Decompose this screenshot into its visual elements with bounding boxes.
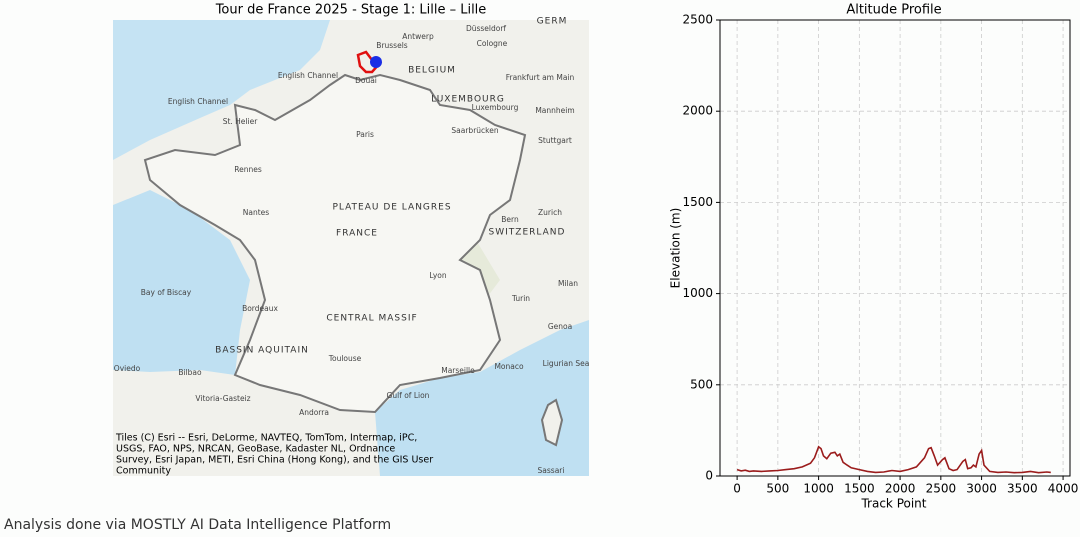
map-label: Zurich (538, 208, 562, 217)
map-label: FRANCE (336, 229, 378, 239)
map-label: Monaco (494, 362, 524, 371)
map-label: Marseille (441, 366, 475, 375)
map-label: Düsseldorf (466, 24, 506, 33)
x-tick-label: 0 (733, 482, 741, 496)
map-title: Tour de France 2025 - Stage 1: Lille – L… (215, 3, 487, 18)
map-label: BELGIUM (408, 66, 456, 76)
x-tick-label: 1000 (803, 482, 834, 496)
elevation-line (736, 445, 1051, 474)
map-label: Gulf of Lion (387, 391, 430, 400)
map-label: CENTRAL MASSIF (326, 314, 417, 324)
map-label: Frankfurt am Main (506, 73, 575, 82)
map-attribution: Community (116, 466, 171, 477)
map-label: Oviedo (114, 364, 141, 373)
map-label: Toulouse (328, 354, 362, 363)
map-label: Mannheim (535, 106, 574, 115)
map-attribution: Tiles (C) Esri -- Esri, DeLorme, NAVTEQ,… (115, 433, 417, 444)
y-tick-label: 2000 (682, 104, 713, 118)
map-label: Brussels (376, 41, 407, 50)
map-label: BASSIN AQUITAIN (215, 346, 309, 356)
map-label: Rennes (234, 165, 262, 174)
sea-north (113, 20, 330, 160)
map-label: GERM (537, 17, 568, 27)
map-label: Vitoria-Gasteiz (195, 394, 250, 403)
plot-frame (719, 19, 1071, 477)
map-label: Bern (501, 215, 519, 224)
map-attribution: USGS, FAO, NPS, NRCAN, GeoBase, Kadaster… (116, 444, 395, 455)
chart-title: Altitude Profile (846, 3, 941, 18)
map-label: Antwerp (402, 32, 434, 41)
x-tick-label: 4000 (1048, 482, 1079, 496)
map-label: Bay of Biscay (141, 288, 192, 297)
x-axis-label: Track Point (860, 497, 926, 511)
sea-mediterranean (375, 320, 589, 476)
map-label: Saarbrücken (451, 126, 498, 135)
map-label: Sassari (538, 466, 565, 475)
map-label: SWITZERLAND (489, 228, 566, 238)
map-label: PLATEAU DE LANGRES (332, 203, 451, 213)
map-label: Nantes (243, 208, 270, 217)
y-tick-label: 1000 (682, 286, 713, 300)
map-label: English Channel (168, 97, 228, 106)
map-label: St. Helier (223, 117, 259, 126)
y-tick-label: 500 (690, 377, 713, 391)
map (113, 20, 589, 476)
france-border (143, 73, 527, 414)
map-label: Paris (356, 130, 374, 139)
x-tick-label: 2500 (926, 482, 957, 496)
map-label: Genoa (548, 322, 572, 331)
sea-biscay (113, 190, 250, 375)
map-label: Douai (355, 76, 377, 85)
x-tick-label: 2000 (885, 482, 916, 496)
map-attribution: Survey, Esri Japan, METI, Esri China (Ho… (116, 455, 433, 466)
footer: Analysis done via MOSTLY AI Data Intelli… (4, 517, 391, 533)
map-label: Bordeaux (242, 304, 278, 313)
map-label: Turin (511, 294, 530, 303)
x-tick-label: 500 (766, 482, 789, 496)
start-marker (370, 56, 382, 68)
map-label: Cologne (477, 39, 508, 48)
map-label: Andorra (299, 408, 329, 417)
map-label: Luxembourg (472, 103, 519, 112)
map-label: Lyon (429, 271, 447, 280)
corsica (540, 398, 564, 447)
map-label: English Channel (278, 71, 338, 80)
y-tick-label: 1500 (682, 195, 713, 209)
map-label: LUXEMBOURG (431, 95, 505, 105)
y-tick-label: 0 (705, 469, 713, 483)
y-tick-label: 2500 (682, 13, 713, 27)
x-tick-label: 1500 (844, 482, 875, 496)
x-tick-label: 3500 (1007, 482, 1038, 496)
map-label: Bilbao (178, 368, 202, 377)
x-tick-label: 3000 (966, 482, 997, 496)
map-label: Milan (558, 279, 578, 288)
map-label: Stuttgart (538, 136, 572, 145)
map-label: Ligurian Sea (543, 359, 590, 368)
y-axis-label: Elevation (m) (669, 208, 683, 289)
